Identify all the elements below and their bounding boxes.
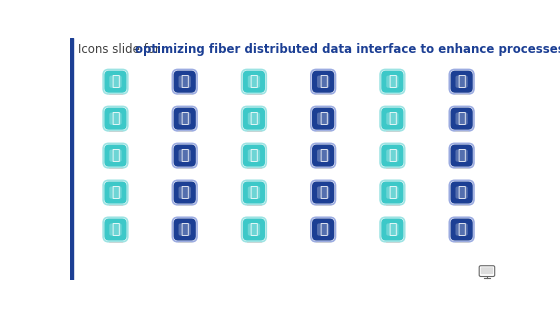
FancyBboxPatch shape — [174, 181, 196, 204]
FancyBboxPatch shape — [317, 223, 329, 236]
Bar — [70, 38, 73, 280]
FancyBboxPatch shape — [243, 145, 265, 167]
FancyBboxPatch shape — [109, 150, 122, 162]
FancyBboxPatch shape — [174, 107, 196, 130]
Text: ⌖: ⌖ — [319, 75, 328, 89]
FancyBboxPatch shape — [455, 150, 468, 162]
Text: ⌖: ⌖ — [458, 149, 466, 163]
Text: ⌖: ⌖ — [111, 75, 120, 89]
FancyBboxPatch shape — [248, 223, 260, 236]
Text: ⌖: ⌖ — [458, 222, 466, 237]
FancyBboxPatch shape — [179, 112, 191, 125]
Text: ⌖: ⌖ — [388, 75, 396, 89]
FancyBboxPatch shape — [104, 71, 127, 93]
FancyBboxPatch shape — [317, 112, 329, 125]
Text: ⌖: ⌖ — [388, 112, 396, 126]
FancyBboxPatch shape — [455, 76, 468, 88]
FancyBboxPatch shape — [243, 181, 265, 204]
FancyBboxPatch shape — [386, 112, 399, 125]
FancyBboxPatch shape — [386, 186, 399, 199]
Text: ⌖: ⌖ — [458, 75, 466, 89]
FancyBboxPatch shape — [455, 186, 468, 199]
Text: ⌖: ⌖ — [180, 222, 189, 237]
FancyBboxPatch shape — [450, 107, 473, 130]
FancyBboxPatch shape — [243, 218, 265, 241]
FancyBboxPatch shape — [248, 112, 260, 125]
FancyBboxPatch shape — [386, 223, 399, 236]
Text: ⌖: ⌖ — [250, 149, 258, 163]
Text: ⌖: ⌖ — [319, 186, 328, 200]
FancyBboxPatch shape — [174, 71, 196, 93]
FancyBboxPatch shape — [104, 181, 127, 204]
Text: ⌖: ⌖ — [388, 186, 396, 200]
FancyBboxPatch shape — [248, 76, 260, 88]
FancyBboxPatch shape — [455, 112, 468, 125]
Text: ⌖: ⌖ — [111, 112, 120, 126]
FancyBboxPatch shape — [179, 186, 191, 199]
FancyBboxPatch shape — [312, 107, 334, 130]
Text: ⌖: ⌖ — [180, 149, 189, 163]
FancyBboxPatch shape — [312, 181, 334, 204]
FancyBboxPatch shape — [386, 76, 399, 88]
Text: ⌖: ⌖ — [180, 186, 189, 200]
FancyBboxPatch shape — [317, 150, 329, 162]
Text: optimizing fiber distributed data interface to enhance processes: optimizing fiber distributed data interf… — [135, 43, 560, 56]
FancyBboxPatch shape — [450, 218, 473, 241]
FancyBboxPatch shape — [381, 107, 404, 130]
Text: ⌖: ⌖ — [250, 75, 258, 89]
FancyBboxPatch shape — [174, 145, 196, 167]
Text: ⌖: ⌖ — [250, 112, 258, 126]
Text: Icons slide for: Icons slide for — [78, 43, 164, 56]
FancyBboxPatch shape — [104, 107, 127, 130]
Text: ⌖: ⌖ — [319, 112, 328, 126]
Text: ⌖: ⌖ — [319, 222, 328, 237]
FancyBboxPatch shape — [109, 186, 122, 199]
FancyBboxPatch shape — [109, 223, 122, 236]
FancyBboxPatch shape — [312, 145, 334, 167]
FancyBboxPatch shape — [479, 266, 494, 277]
FancyBboxPatch shape — [243, 71, 265, 93]
Text: ⌖: ⌖ — [388, 222, 396, 237]
Text: ⌖: ⌖ — [458, 186, 466, 200]
FancyBboxPatch shape — [312, 71, 334, 93]
FancyBboxPatch shape — [381, 71, 404, 93]
Text: ⌖: ⌖ — [180, 75, 189, 89]
FancyBboxPatch shape — [381, 145, 404, 167]
Text: ⌖: ⌖ — [319, 149, 328, 163]
FancyBboxPatch shape — [455, 223, 468, 236]
FancyBboxPatch shape — [104, 145, 127, 167]
FancyBboxPatch shape — [109, 112, 122, 125]
Text: ⌖: ⌖ — [250, 222, 258, 237]
FancyBboxPatch shape — [386, 150, 399, 162]
FancyBboxPatch shape — [109, 76, 122, 88]
FancyBboxPatch shape — [243, 107, 265, 130]
FancyBboxPatch shape — [480, 267, 493, 274]
FancyBboxPatch shape — [312, 218, 334, 241]
FancyBboxPatch shape — [248, 186, 260, 199]
FancyBboxPatch shape — [381, 181, 404, 204]
FancyBboxPatch shape — [450, 181, 473, 204]
FancyBboxPatch shape — [248, 150, 260, 162]
Text: ⌖: ⌖ — [388, 149, 396, 163]
FancyBboxPatch shape — [179, 76, 191, 88]
FancyBboxPatch shape — [179, 223, 191, 236]
FancyBboxPatch shape — [174, 218, 196, 241]
FancyBboxPatch shape — [317, 76, 329, 88]
FancyBboxPatch shape — [317, 186, 329, 199]
FancyBboxPatch shape — [104, 218, 127, 241]
FancyBboxPatch shape — [381, 218, 404, 241]
Text: ⌖: ⌖ — [111, 149, 120, 163]
FancyBboxPatch shape — [450, 145, 473, 167]
FancyBboxPatch shape — [179, 150, 191, 162]
Text: ⌖: ⌖ — [180, 112, 189, 126]
Text: ⌖: ⌖ — [111, 222, 120, 237]
Text: ⌖: ⌖ — [111, 186, 120, 200]
FancyBboxPatch shape — [450, 71, 473, 93]
Text: ⌖: ⌖ — [458, 112, 466, 126]
Text: ⌖: ⌖ — [250, 186, 258, 200]
